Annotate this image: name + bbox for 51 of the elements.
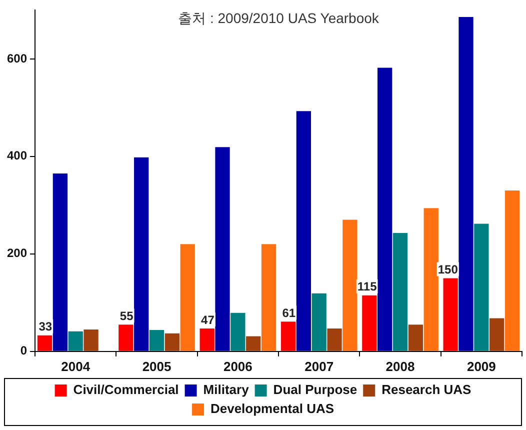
bar [296,111,311,351]
data-label: 61 [282,306,296,320]
bar [408,324,423,351]
x-tick-label: 2004 [61,358,91,374]
bar [424,208,438,351]
bar [280,322,296,351]
legend-label: Civil/Commercial [73,382,179,398]
bar [490,318,504,351]
data-label: 55 [120,308,134,323]
bar [342,220,358,351]
x-tick-label: 2007 [304,358,334,374]
bar [261,244,276,351]
y-tick-label: 600 [6,51,28,66]
data-label: 115 [357,280,378,294]
bar [392,232,408,351]
x-tick-label: 2008 [386,358,415,374]
x-tick-label: 2005 [142,358,172,374]
bar [149,330,164,351]
bar [474,224,489,351]
legend-label: Military [203,382,250,398]
data-label: 47 [201,312,215,327]
bar [200,328,214,351]
bar [312,293,326,351]
bar [180,244,195,351]
bar [458,17,474,351]
legend-label: Developmental UAS [210,401,334,416]
legend-label: Research UAS [382,382,472,398]
bar [118,324,134,351]
bar [230,312,246,351]
bar [134,157,149,351]
bar [504,190,520,351]
y-tick-label: 200 [6,246,28,260]
bar [443,278,458,351]
data-label: 33 [38,320,52,334]
bar [52,173,68,351]
bar [362,295,377,351]
annotation: 출처 : 2009/2010 UAS Yearbook [178,10,380,26]
bar [378,68,392,351]
x-tick-label: 2009 [466,358,496,374]
x-tick-label: 2006 [223,358,252,374]
bar [84,329,98,351]
bar [68,331,83,351]
bar [215,147,230,351]
y-tick-label: 400 [6,148,28,163]
data-label: 150 [438,262,458,277]
bar [164,333,180,351]
bar [37,335,52,351]
bar [327,328,342,351]
y-tick-label: 0 [20,344,28,358]
legend-label: Dual Purpose [273,382,358,398]
bar [246,336,261,351]
